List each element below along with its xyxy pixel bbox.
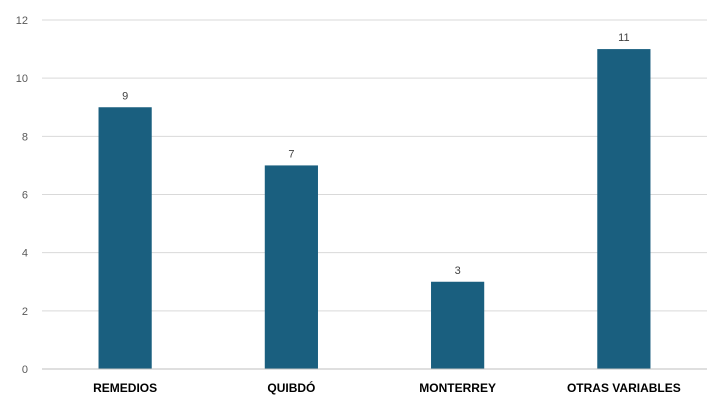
x-category-label: REMEDIOS (93, 381, 157, 395)
y-tick-label: 12 (16, 15, 28, 27)
bars (98, 49, 651, 369)
y-tick-label: 10 (16, 73, 28, 85)
y-tick-label: 2 (22, 306, 28, 318)
y-tick-label: 4 (22, 248, 28, 260)
bar-value-label: 11 (618, 32, 629, 44)
bar (597, 49, 651, 369)
y-axis-tick-labels: 0 2 4 6 8 10 12 (16, 15, 28, 376)
bar (264, 165, 318, 369)
bar (98, 107, 152, 369)
x-axis-category-labels: REMEDIOS QUIBDÓ MONTERREY OTRAS VARIABLES (93, 380, 681, 395)
x-category-label: MONTERREY (419, 381, 496, 395)
y-tick-label: 8 (22, 131, 28, 143)
y-tick-label: 6 (22, 190, 28, 202)
bar-value-label: 7 (288, 148, 294, 160)
bar-value-label: 3 (455, 265, 461, 277)
x-category-label: OTRAS VARIABLES (567, 381, 681, 395)
x-category-label: QUIBDÓ (267, 380, 315, 395)
y-tick-label: 0 (22, 364, 28, 376)
bar-value-label: 9 (122, 90, 128, 102)
gridlines (42, 19, 707, 312)
data-labels: 9 7 3 11 (122, 32, 630, 277)
bar (431, 281, 485, 369)
